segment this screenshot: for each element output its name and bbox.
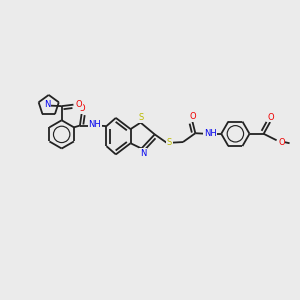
Text: O: O xyxy=(267,113,274,122)
Text: NH: NH xyxy=(204,129,216,138)
Text: O: O xyxy=(78,104,85,113)
Text: O: O xyxy=(75,100,82,109)
Text: S: S xyxy=(167,137,172,146)
Text: O: O xyxy=(189,112,196,121)
Text: S: S xyxy=(139,113,144,122)
Text: O: O xyxy=(278,137,285,146)
Text: N: N xyxy=(140,149,146,158)
Text: NH: NH xyxy=(88,121,101,130)
Text: N: N xyxy=(44,100,51,109)
